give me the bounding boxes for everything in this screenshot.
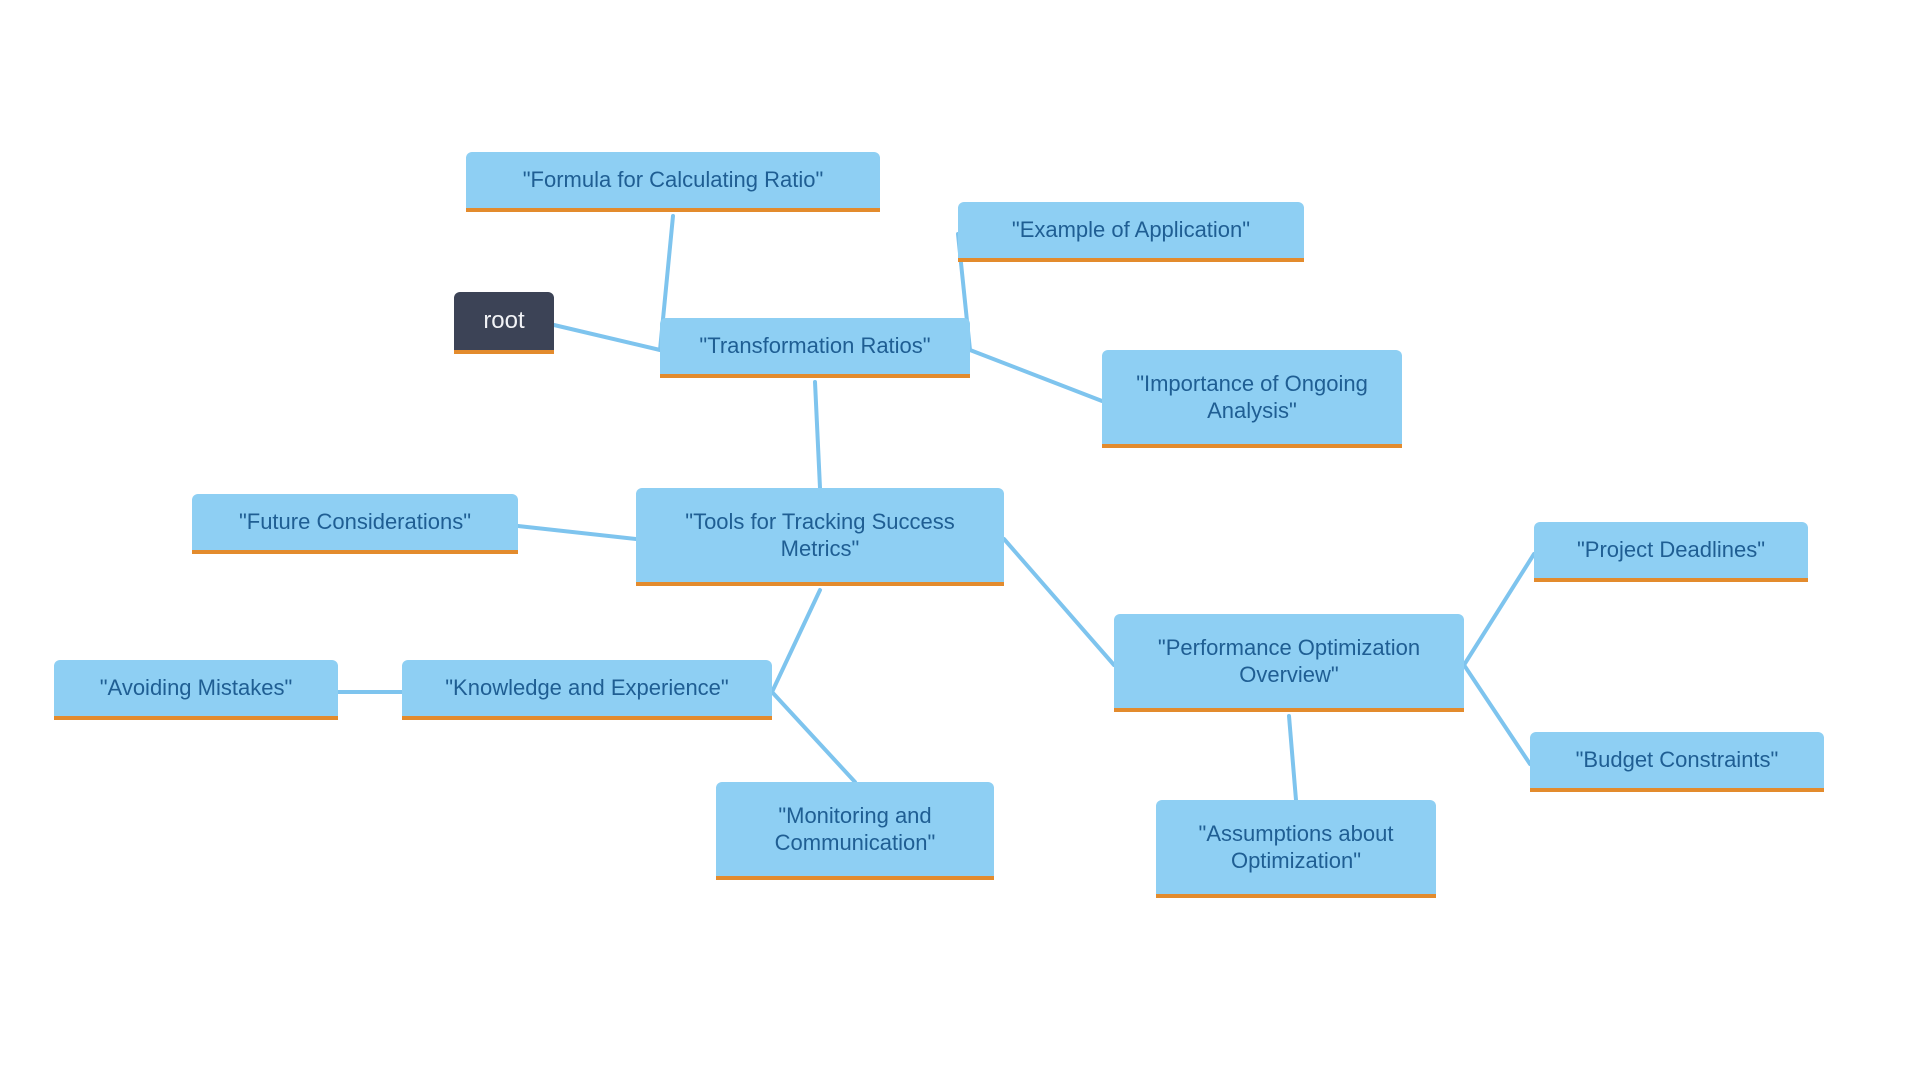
node-assumptions: "Assumptions about Optimization": [1156, 800, 1436, 898]
edge-knowledge-monitoring: [772, 692, 855, 782]
node-label: "Tools for Tracking Success Metrics": [650, 508, 990, 563]
node-label: "Project Deadlines": [1577, 536, 1765, 564]
node-tools: "Tools for Tracking Success Metrics": [636, 488, 1004, 586]
edge-perfOpt-assumptions: [1289, 716, 1296, 800]
node-formula: "Formula for Calculating Ratio": [466, 152, 880, 212]
node-label: "Future Considerations": [239, 508, 471, 536]
node-importance: "Importance of Ongoing Analysis": [1102, 350, 1402, 448]
edge-tools-future: [518, 526, 636, 539]
node-label: "Avoiding Mistakes": [100, 674, 293, 702]
edge-tools-perfOpt: [1004, 539, 1114, 665]
edge-root-transRatios: [554, 325, 660, 350]
node-label: "Importance of Ongoing Analysis": [1116, 370, 1388, 425]
node-avoiding: "Avoiding Mistakes": [54, 660, 338, 720]
edge-transRatios-tools: [815, 382, 820, 488]
node-knowledge: "Knowledge and Experience": [402, 660, 772, 720]
node-perfOpt: "Performance Optimization Overview": [1114, 614, 1464, 712]
node-example: "Example of Application": [958, 202, 1304, 262]
node-transRatios: "Transformation Ratios": [660, 318, 970, 378]
node-label: root: [483, 306, 524, 336]
node-label: "Formula for Calculating Ratio": [523, 166, 824, 194]
node-label: "Example of Application": [1012, 216, 1250, 244]
node-budget: "Budget Constraints": [1530, 732, 1824, 792]
node-deadlines: "Project Deadlines": [1534, 522, 1808, 582]
edge-transRatios-importance: [970, 350, 1102, 401]
edge-tools-knowledge: [772, 590, 820, 692]
node-label: "Monitoring and Communication": [730, 802, 980, 857]
node-monitoring: "Monitoring and Communication": [716, 782, 994, 880]
node-label: "Performance Optimization Overview": [1128, 634, 1450, 689]
diagram-canvas: root "Transformation Ratios" "Formula for …: [0, 0, 1920, 1080]
node-root: root: [454, 292, 554, 354]
node-label: "Knowledge and Experience": [445, 674, 728, 702]
node-label: "Budget Constraints": [1576, 746, 1779, 774]
node-label: "Transformation Ratios": [699, 332, 930, 360]
edge-perfOpt-deadlines: [1464, 554, 1534, 665]
node-label: "Assumptions about Optimization": [1170, 820, 1422, 875]
node-future: "Future Considerations": [192, 494, 518, 554]
edge-perfOpt-budget: [1464, 665, 1530, 764]
